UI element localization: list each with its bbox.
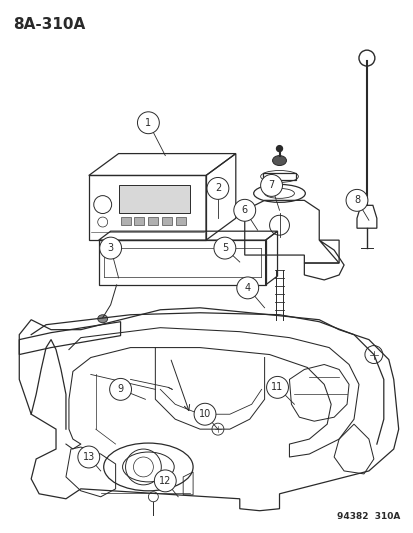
FancyBboxPatch shape bbox=[176, 217, 186, 225]
Circle shape bbox=[100, 237, 121, 259]
Text: 8A-310A: 8A-310A bbox=[13, 17, 85, 33]
Circle shape bbox=[358, 50, 374, 66]
Text: 12: 12 bbox=[159, 476, 171, 486]
Circle shape bbox=[236, 277, 258, 299]
Text: 1: 1 bbox=[145, 118, 151, 128]
FancyBboxPatch shape bbox=[134, 217, 144, 225]
Text: 2: 2 bbox=[214, 183, 221, 193]
Ellipse shape bbox=[272, 156, 286, 166]
FancyBboxPatch shape bbox=[148, 217, 158, 225]
Circle shape bbox=[78, 446, 100, 468]
Circle shape bbox=[266, 376, 288, 398]
Text: 10: 10 bbox=[198, 409, 211, 419]
Text: 6: 6 bbox=[241, 205, 247, 215]
Circle shape bbox=[345, 189, 367, 211]
Text: 11: 11 bbox=[271, 382, 283, 392]
Circle shape bbox=[233, 199, 255, 221]
Circle shape bbox=[154, 470, 176, 492]
FancyBboxPatch shape bbox=[118, 185, 190, 213]
Text: 9: 9 bbox=[117, 384, 123, 394]
Circle shape bbox=[214, 237, 235, 259]
Text: 7: 7 bbox=[268, 181, 274, 190]
Circle shape bbox=[276, 146, 282, 151]
Text: 3: 3 bbox=[107, 243, 114, 253]
Circle shape bbox=[109, 378, 131, 400]
FancyBboxPatch shape bbox=[162, 217, 172, 225]
Text: 94382  310A: 94382 310A bbox=[337, 512, 400, 521]
Circle shape bbox=[137, 112, 159, 134]
Circle shape bbox=[260, 174, 282, 196]
Text: 4: 4 bbox=[244, 283, 250, 293]
Circle shape bbox=[206, 177, 228, 199]
Text: 5: 5 bbox=[221, 243, 228, 253]
Text: 13: 13 bbox=[83, 452, 95, 462]
FancyBboxPatch shape bbox=[120, 217, 130, 225]
Text: 8: 8 bbox=[353, 196, 359, 205]
Ellipse shape bbox=[97, 315, 107, 322]
Circle shape bbox=[194, 403, 216, 425]
